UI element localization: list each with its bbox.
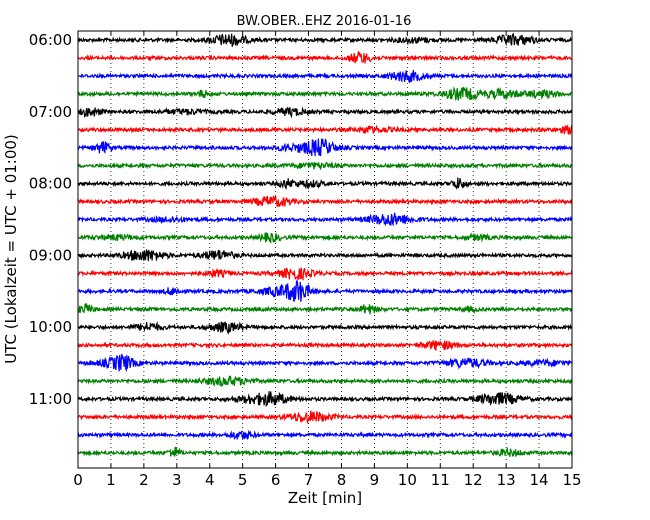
grid-layer [110, 31, 540, 468]
trace-line [77, 86, 573, 102]
trace-line [77, 177, 573, 190]
x-axis-label: Zeit [min] [288, 489, 362, 507]
trace-line [77, 267, 573, 281]
plot-area [78, 31, 572, 468]
trace-line [77, 410, 573, 424]
x-tick-label: 4 [205, 471, 215, 489]
x-tick-label: 0 [73, 471, 83, 489]
ticks-layer: 0 1 2 3 4 5 6 7 8 9 10 11 12 13 14 1506:0007:0008:0009:… [29, 31, 582, 489]
trace-line [77, 303, 573, 315]
trace-line [77, 195, 573, 208]
trace-line [77, 69, 573, 84]
x-tick-label: 10 [398, 471, 417, 489]
chart-title: BW.OBER..EHZ 2016-01-16 [237, 14, 412, 29]
x-tick-label: 13 [497, 471, 516, 489]
trace-line [77, 391, 573, 408]
traces-layer [77, 32, 573, 458]
y-tick-label: 10:00 [29, 318, 72, 336]
trace-line [77, 278, 573, 302]
x-tick-label: 9 [370, 471, 380, 489]
x-tick-label: 11 [431, 471, 450, 489]
trace-line [77, 321, 573, 335]
x-tick-label: 7 [304, 471, 314, 489]
plot-frame [77, 30, 573, 469]
trace-line [77, 375, 573, 388]
x-tick-label: 5 [238, 471, 248, 489]
trace-line [77, 161, 573, 171]
trace-line [77, 124, 573, 136]
y-tick-label: 07:00 [29, 103, 72, 121]
trace-line [77, 51, 573, 64]
y-tick-label: 08:00 [29, 175, 72, 193]
x-tick-label: 15 [562, 471, 581, 489]
x-tick-label: 14 [530, 471, 549, 489]
y-axis-label: UTC (Lokalzeit = UTC + 01:00) [2, 134, 20, 364]
trace-line [77, 137, 573, 157]
x-tick-label: 3 [172, 471, 182, 489]
trace-line [77, 339, 573, 351]
trace-line [77, 212, 573, 227]
y-tick-label: 11:00 [29, 390, 72, 408]
trace-line [77, 429, 573, 441]
trace-line [77, 249, 573, 262]
trace-line [77, 353, 573, 373]
x-tick-label: 1 [106, 471, 116, 489]
trace-line [77, 106, 573, 119]
trace-line [77, 446, 573, 458]
trace-line [77, 32, 573, 47]
trace-line [77, 232, 573, 244]
y-tick-label: 09:00 [29, 246, 72, 264]
x-tick-label: 6 [271, 471, 281, 489]
x-tick-label: 12 [464, 471, 483, 489]
y-tick-label: 06:00 [29, 31, 72, 49]
x-tick-label: 2 [139, 471, 149, 489]
x-tick-label: 8 [337, 471, 347, 489]
